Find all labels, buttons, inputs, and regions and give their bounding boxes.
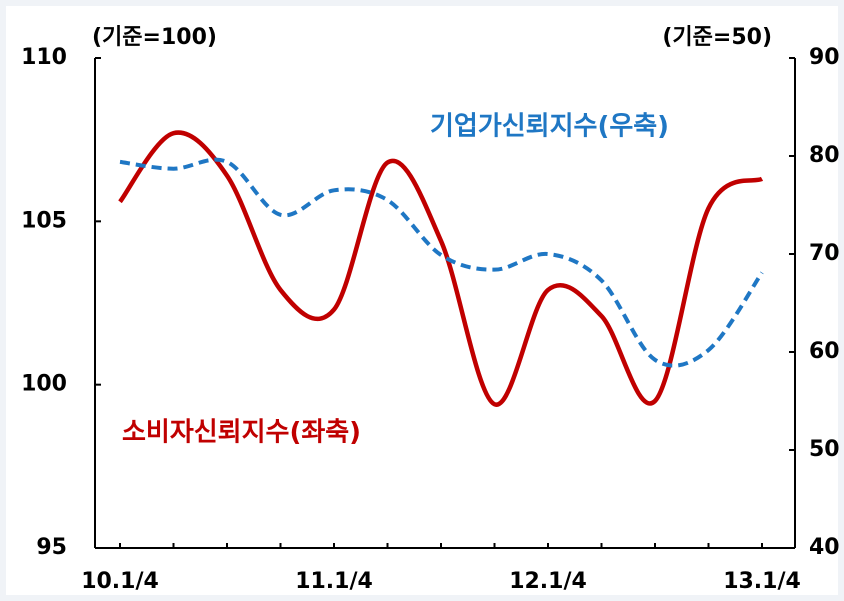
x-tick-label: 13.1/4 xyxy=(723,569,801,594)
series-label: 기업가신뢰지수(우축) xyxy=(430,112,669,142)
y-tick-label: 100 xyxy=(21,372,67,397)
left-axis-note: (기준=100) xyxy=(92,25,217,50)
y2-tick-label: 50 xyxy=(809,437,840,462)
y2-tick-label: 40 xyxy=(809,535,840,560)
y-tick-label: 110 xyxy=(21,45,67,70)
y-tick-label: 105 xyxy=(21,208,67,233)
y2-tick-label: 60 xyxy=(809,339,840,364)
series-line xyxy=(119,157,764,368)
y2-tick-label: 80 xyxy=(809,143,840,168)
right-axis-note: (기준=50) xyxy=(662,25,772,50)
series-label: 소비자신뢰지수(좌축) xyxy=(122,418,361,448)
y-tick-label: 95 xyxy=(36,535,67,560)
y2-tick-label: 90 xyxy=(809,45,840,70)
series-line xyxy=(118,130,764,407)
x-tick-label: 11.1/4 xyxy=(295,569,373,594)
background xyxy=(6,6,838,595)
x-tick-label: 10.1/4 xyxy=(81,569,159,594)
y2-tick-label: 70 xyxy=(809,241,840,266)
x-tick-label: 12.1/4 xyxy=(509,569,587,594)
